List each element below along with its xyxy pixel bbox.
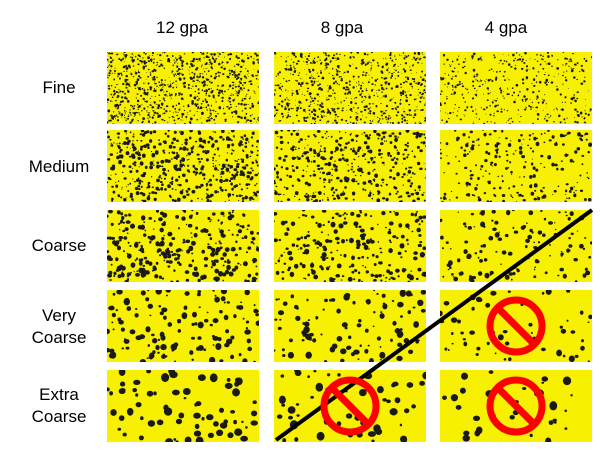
droplet-pattern xyxy=(274,290,426,362)
row-label-line2: Coarse xyxy=(31,407,87,426)
row-label-line1: Coarse xyxy=(31,236,87,255)
sample-card xyxy=(107,370,259,442)
row-header-fine: Fine xyxy=(14,77,104,99)
column-header-8-gpa: 8 gpa xyxy=(320,18,364,37)
droplet-pattern xyxy=(274,130,426,202)
sample-card xyxy=(440,290,592,362)
sample-card xyxy=(440,370,592,442)
sample-card xyxy=(107,130,259,202)
droplet-pattern xyxy=(276,370,426,442)
droplet-pattern xyxy=(107,130,259,202)
droplet-pattern xyxy=(107,210,259,282)
droplet-pattern xyxy=(440,290,592,362)
row-label-line1: Extra xyxy=(39,385,79,404)
sample-card xyxy=(107,290,259,362)
sample-card xyxy=(274,370,426,442)
droplet-pattern xyxy=(274,210,426,282)
droplet-pattern xyxy=(440,130,592,202)
sample-card xyxy=(274,52,426,124)
row-label-line1: Fine xyxy=(42,78,76,97)
row-label-line1: Medium xyxy=(28,157,90,176)
sample-card xyxy=(274,130,426,202)
sample-card xyxy=(274,210,426,282)
column-header-12-gpa: 12 gpa xyxy=(156,18,208,37)
row-label-line2: Coarse xyxy=(31,328,87,347)
sample-card xyxy=(107,210,259,282)
row-header-coarse: Coarse xyxy=(14,235,104,257)
row-header-very-coarse: Very Coarse xyxy=(14,305,104,349)
droplet-pattern xyxy=(107,290,259,362)
sample-card xyxy=(440,130,592,202)
row-header-medium: Medium xyxy=(14,156,104,178)
column-header-4-gpa: 4 gpa xyxy=(484,18,528,37)
droplet-pattern xyxy=(440,210,592,282)
sample-card xyxy=(440,52,592,124)
droplet-pattern xyxy=(442,370,573,442)
sample-card xyxy=(107,52,259,124)
droplet-pattern xyxy=(274,52,426,124)
droplet-pattern xyxy=(107,52,259,124)
droplet-pattern xyxy=(107,370,258,442)
row-label-line1: Very xyxy=(41,306,77,325)
sample-card xyxy=(440,210,592,282)
sample-card xyxy=(274,290,426,362)
droplet-pattern xyxy=(440,52,592,124)
row-header-extra-coarse: Extra Coarse xyxy=(14,384,104,428)
